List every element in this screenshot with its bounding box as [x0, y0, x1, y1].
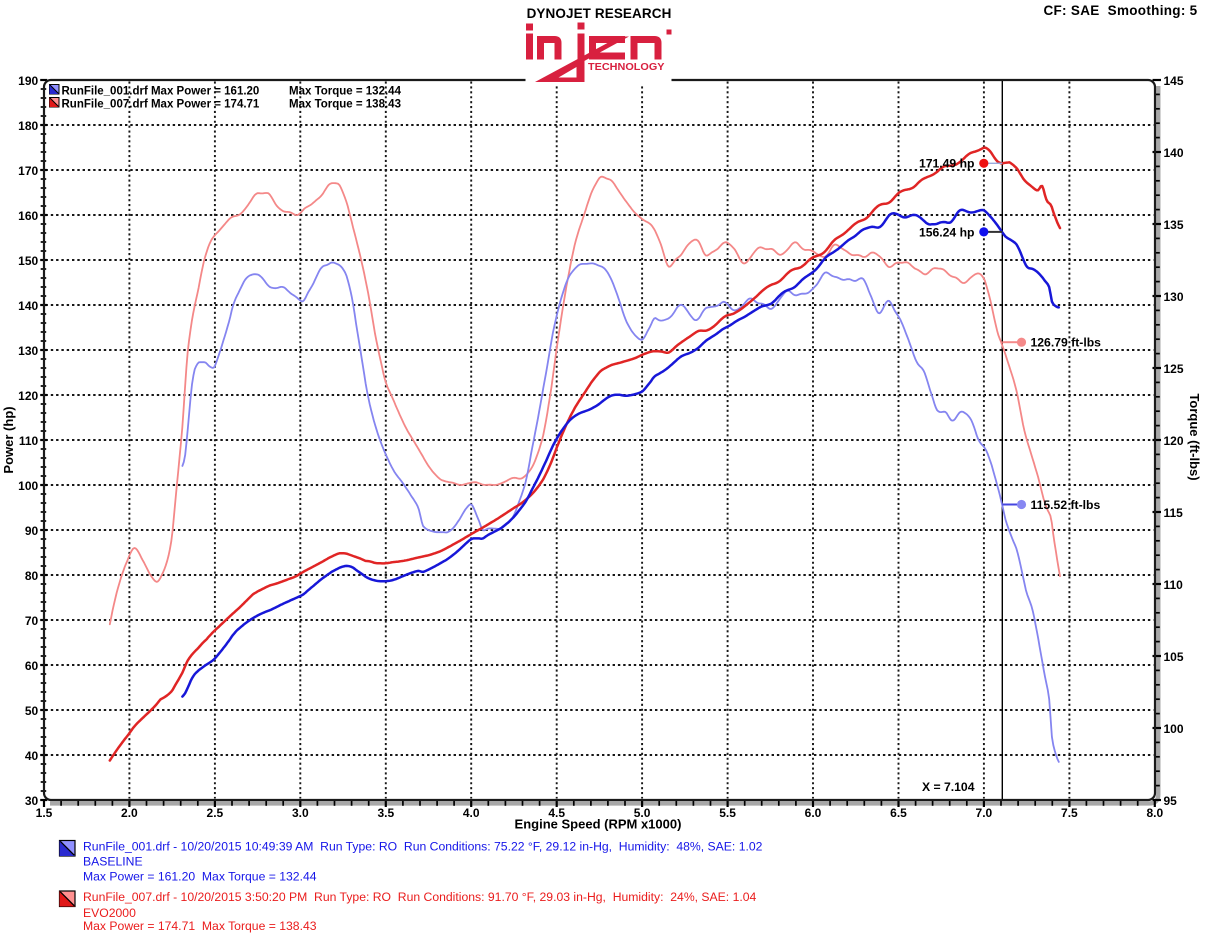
svg-text:40: 40 — [25, 749, 39, 763]
svg-text:7.5: 7.5 — [1061, 806, 1078, 820]
svg-text:Max Power = 174.71 Max Torque: Max Power = 174.71 Max Torque = 138.43 — [83, 919, 317, 933]
svg-text:2.5: 2.5 — [207, 806, 224, 820]
svg-text:1.5: 1.5 — [36, 806, 53, 820]
svg-text:170: 170 — [18, 164, 38, 178]
svg-text:Power (hp): Power (hp) — [1, 406, 16, 473]
svg-text:4.0: 4.0 — [463, 806, 480, 820]
svg-text:RunFile_007.drf Max Power = 17: RunFile_007.drf Max Power = 174.71 — [62, 98, 260, 110]
svg-text:Max Torque = 132.44: Max Torque = 132.44 — [289, 85, 402, 97]
svg-text:190: 190 — [18, 74, 38, 88]
svg-text:2.0: 2.0 — [121, 806, 138, 820]
svg-text:Torque (ft-lbs): Torque (ft-lbs) — [1187, 393, 1202, 480]
svg-text:156.24 hp: 156.24 hp — [919, 225, 975, 239]
svg-text:EVO2000: EVO2000 — [83, 906, 136, 920]
svg-text:Engine Speed (RPM x1000): Engine Speed (RPM x1000) — [515, 817, 682, 832]
svg-text:4.5: 4.5 — [548, 806, 565, 820]
svg-text:110: 110 — [19, 434, 39, 448]
svg-text:7.0: 7.0 — [976, 806, 993, 820]
svg-text:90: 90 — [25, 524, 39, 538]
svg-text:BASELINE: BASELINE — [83, 855, 143, 869]
svg-text:110: 110 — [1164, 578, 1184, 592]
svg-text:6.5: 6.5 — [890, 806, 907, 820]
svg-text:X = 7.104: X = 7.104 — [922, 780, 975, 794]
svg-text:105: 105 — [1164, 650, 1184, 664]
svg-text:140: 140 — [1164, 146, 1184, 160]
svg-text:95: 95 — [1164, 794, 1178, 808]
svg-text:150: 150 — [18, 254, 38, 268]
svg-text:135: 135 — [1164, 218, 1184, 232]
svg-text:DYNOJET RESEARCH: DYNOJET RESEARCH — [527, 6, 672, 21]
svg-text:100: 100 — [18, 479, 38, 493]
svg-text:80: 80 — [25, 569, 39, 583]
svg-text:120: 120 — [1164, 434, 1184, 448]
svg-text:145: 145 — [1164, 74, 1184, 88]
svg-text:Max Torque = 138.43: Max Torque = 138.43 — [289, 98, 401, 110]
svg-text:6.0: 6.0 — [805, 806, 822, 820]
svg-text:RunFile_001.drf Max Power = 16: RunFile_001.drf Max Power = 161.20 — [62, 85, 260, 97]
svg-text:100: 100 — [1164, 722, 1184, 736]
svg-text:115.52 ft-lbs: 115.52 ft-lbs — [1031, 498, 1101, 512]
svg-text:160: 160 — [18, 209, 38, 223]
svg-text:180: 180 — [18, 119, 38, 133]
svg-text:3.0: 3.0 — [292, 806, 309, 820]
svg-text:60: 60 — [25, 659, 39, 673]
svg-text:RunFile_001.drf - 10/20/2015 1: RunFile_001.drf - 10/20/2015 10:49:39 AM… — [83, 840, 763, 854]
svg-text:171.49 hp: 171.49 hp — [919, 157, 975, 171]
svg-text:140: 140 — [18, 299, 38, 313]
svg-text:3.5: 3.5 — [377, 806, 394, 820]
svg-text:126.79 ft-lbs: 126.79 ft-lbs — [1031, 336, 1102, 350]
svg-text:115: 115 — [1164, 506, 1184, 520]
svg-text:70: 70 — [25, 614, 39, 628]
svg-text:TECHNOLOGY: TECHNOLOGY — [588, 61, 665, 73]
svg-text:130: 130 — [18, 344, 38, 358]
svg-text:120: 120 — [18, 389, 38, 403]
svg-text:130: 130 — [1164, 290, 1184, 304]
svg-text:125: 125 — [1164, 362, 1184, 376]
svg-text:5.0: 5.0 — [634, 806, 651, 820]
svg-text:30: 30 — [25, 794, 39, 808]
svg-text:Max Power = 161.20 Max Torque: Max Power = 161.20 Max Torque = 132.44 — [83, 870, 317, 884]
svg-text:CF: SAE Smoothing: 5: CF: SAE Smoothing: 5 — [1043, 3, 1197, 18]
svg-text:5.5: 5.5 — [719, 806, 736, 820]
svg-text:RunFile_007.drf - 10/20/2015 3: RunFile_007.drf - 10/20/2015 3:50:20 PM … — [83, 890, 757, 904]
svg-text:50: 50 — [25, 704, 39, 718]
svg-text:8.0: 8.0 — [1146, 806, 1163, 820]
